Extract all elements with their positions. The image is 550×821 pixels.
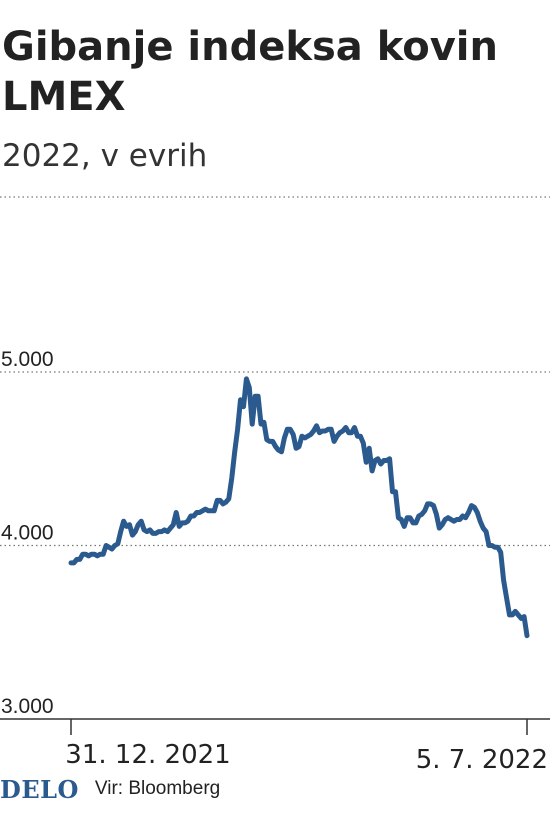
y-tick-label-5000: 5.000 [1, 348, 54, 371]
y-tick-labels: 3.000 4.000 5.000 [1, 348, 54, 718]
y-tick-label-4000: 4.000 [1, 522, 54, 545]
grid-layer [0, 371, 550, 547]
delo-logo: DELO [0, 774, 79, 804]
chart-subtitle: 2022, v evrih [2, 138, 208, 174]
x-tick-label-start: 31. 12. 2021 [65, 740, 230, 770]
footer: DELO Vir: Bloomberg [0, 772, 220, 806]
source-note: Vir: Bloomberg [94, 778, 221, 799]
y-tick-label-3000: 3.000 [1, 695, 54, 718]
chart-title: Gibanje indeksa kovin LMEX [2, 24, 498, 120]
series-line-lmex [68, 376, 530, 639]
x-tick-label-end: 5. 7. 2022 [416, 745, 548, 775]
